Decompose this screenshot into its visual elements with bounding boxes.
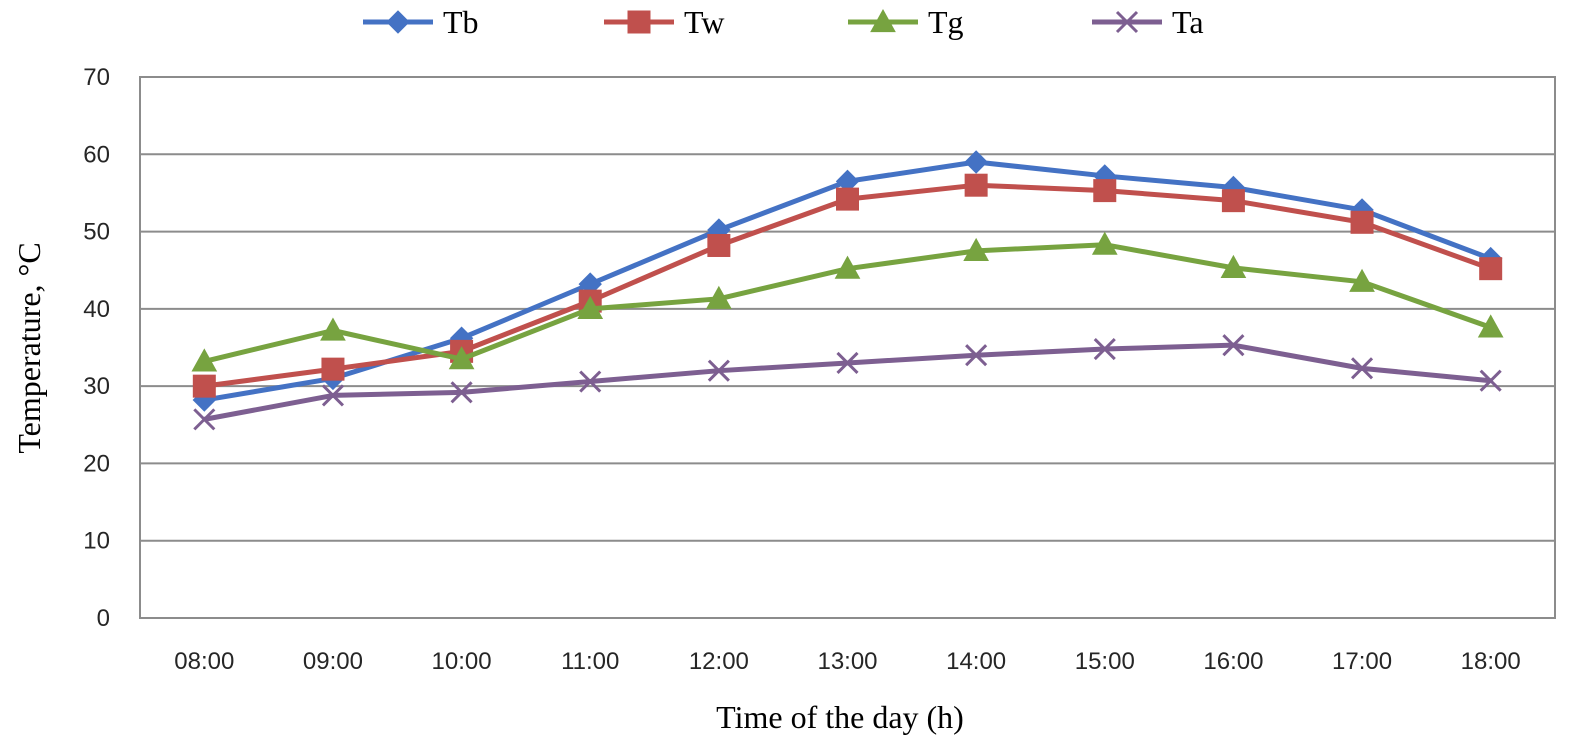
- x-tick-label: 14:00: [946, 648, 1006, 675]
- x-axis-title: Time of the day (h): [716, 699, 964, 735]
- data-point-ta: [707, 359, 730, 382]
- data-point-tb: [964, 150, 988, 174]
- series-tw: [192, 173, 1503, 398]
- y-tick-label: 20: [83, 450, 110, 477]
- series-ta: [193, 334, 1502, 431]
- data-point-ta: [321, 384, 345, 407]
- data-point-tg: [1091, 231, 1118, 255]
- data-point-tg: [1477, 314, 1504, 338]
- x-tick-label: 16:00: [1203, 648, 1263, 675]
- legend-marker: [386, 10, 410, 34]
- data-point-tw: [707, 233, 731, 257]
- x-tick-label: 08:00: [174, 648, 234, 675]
- x-tick-label: 12:00: [689, 648, 749, 675]
- data-point-tw: [1479, 257, 1503, 281]
- data-point-tw: [836, 187, 859, 211]
- legend-marker: [627, 10, 651, 34]
- y-axis-title: Temperature, °C: [11, 242, 47, 453]
- legend: Tb Tw Tg Ta: [363, 4, 1204, 40]
- data-point-tg: [706, 285, 732, 309]
- data-point-tw: [1093, 179, 1117, 203]
- y-tick-label: 30: [83, 373, 110, 400]
- legend-label: Ta: [1172, 4, 1204, 40]
- legend-label: Tw: [684, 4, 724, 40]
- data-point-tw: [192, 374, 216, 398]
- data-point-tg: [577, 295, 604, 319]
- data-point-tw: [321, 357, 345, 381]
- x-axis-ticks: 08:00 09:00 10:00 11:00 12:00 13:00 14:00 15:00…: [174, 648, 1520, 675]
- data-point-tg: [1220, 254, 1247, 278]
- legend-label: Tg: [928, 4, 964, 40]
- data-point-ta: [1479, 369, 1502, 392]
- data-point-ta: [836, 351, 859, 375]
- y-axis-ticks: 0 10 20 30 40 50 60 70: [83, 64, 110, 632]
- y-tick-label: 10: [83, 528, 110, 555]
- x-tick-label: 15:00: [1075, 648, 1135, 675]
- legend-item-tw: Tw: [604, 4, 724, 40]
- plot-area: [139, 76, 1556, 619]
- data-point-tg: [1349, 268, 1375, 292]
- data-point-tw: [1350, 210, 1374, 234]
- data-point-tg: [191, 348, 218, 372]
- data-point-ta: [579, 370, 602, 393]
- data-point-ta: [1222, 334, 1245, 357]
- y-tick-label: 50: [83, 219, 110, 246]
- y-tick-label: 60: [83, 141, 110, 168]
- series-tg: [191, 231, 1504, 372]
- legend-item-tg: Tg: [848, 4, 964, 40]
- data-point-tw: [1221, 189, 1245, 213]
- x-tick-label: 18:00: [1461, 648, 1521, 675]
- y-tick-label: 40: [83, 296, 110, 323]
- data-point-tg: [448, 346, 475, 370]
- x-tick-label: 09:00: [303, 648, 363, 675]
- x-tick-label: 13:00: [817, 648, 877, 675]
- legend-label: Tb: [443, 4, 479, 40]
- data-point-ta: [965, 344, 988, 367]
- data-point-tg: [320, 317, 346, 341]
- y-tick-label: 70: [83, 64, 110, 91]
- data-point-ta: [1350, 357, 1374, 380]
- data-point-tg: [963, 237, 989, 261]
- data-point-tw: [964, 173, 988, 197]
- series-group: [191, 150, 1504, 431]
- legend-marker: [870, 8, 896, 33]
- legend-item-tb: Tb: [363, 4, 479, 40]
- x-tick-label: 17:00: [1332, 648, 1392, 675]
- legend-item-ta: Ta: [1092, 4, 1204, 40]
- legend-marker: [1115, 10, 1139, 34]
- data-point-tg: [834, 255, 861, 279]
- data-point-ta: [1093, 337, 1116, 361]
- y-tick-label: 0: [97, 605, 110, 632]
- data-point-ta: [450, 381, 473, 404]
- data-point-ta: [193, 408, 216, 431]
- grid-lines: [140, 76, 1555, 542]
- x-tick-label: 11:00: [561, 648, 619, 675]
- x-tick-label: 10:00: [432, 648, 492, 675]
